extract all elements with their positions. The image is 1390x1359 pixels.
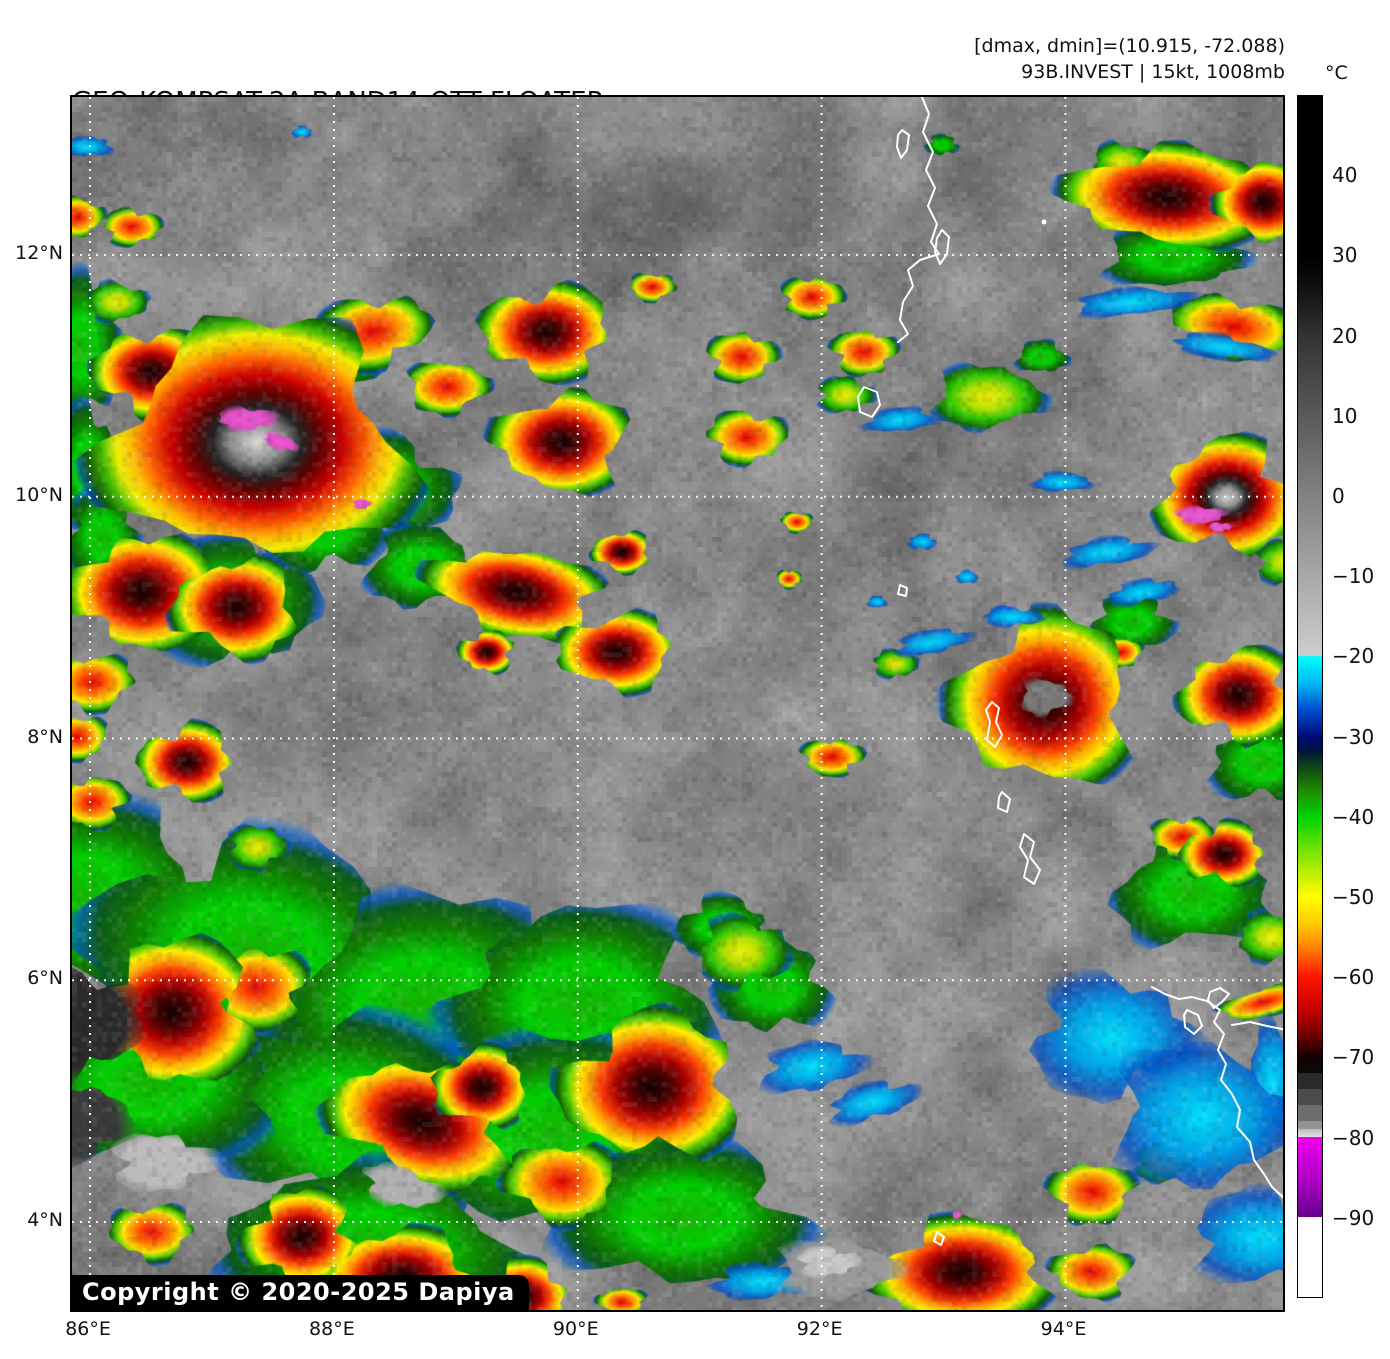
colorbar-gradient bbox=[1298, 96, 1322, 1297]
copyright-badge: Copyright © 2020-2025 Dapiya bbox=[72, 1275, 529, 1310]
colorbar-tick-label: 0 bbox=[1332, 484, 1345, 508]
lon-tick-label: 88°E bbox=[309, 1318, 355, 1340]
dmax-dmin-label: [dmax, dmin]=(10.915, -72.088) bbox=[974, 35, 1285, 57]
lat-tick-label: 12°N bbox=[15, 241, 63, 264]
colorbar-tick-label: −30 bbox=[1332, 724, 1375, 749]
colorbar-tick-label: 30 bbox=[1332, 243, 1358, 268]
colorbar-tick-label: −90 bbox=[1332, 1205, 1375, 1230]
colorbar-tick-label: 40 bbox=[1332, 163, 1358, 188]
colorbar-tick-label: −20 bbox=[1332, 644, 1375, 669]
lon-tick-label: 90°E bbox=[552, 1318, 599, 1340]
colorbar-tick-label: −60 bbox=[1332, 965, 1375, 990]
lat-tick-label: 10°N bbox=[15, 483, 63, 506]
figure-annotation-block: [dmax, dmin]=(10.915, -72.088) 93B.INVES… bbox=[974, 33, 1285, 85]
satellite-imagery bbox=[72, 97, 1283, 1310]
lat-tick-label: 6°N bbox=[27, 967, 63, 990]
map-frame: Copyright © 2020-2025 Dapiya bbox=[70, 95, 1285, 1312]
colorbar-tick-label: −10 bbox=[1332, 564, 1375, 589]
colorbar-tick-label: −40 bbox=[1332, 804, 1375, 829]
storm-info-label: 93B.INVEST | 15kt, 1008mb bbox=[1021, 61, 1285, 83]
colorbar-tick-label: −50 bbox=[1332, 885, 1375, 909]
colorbar-tick-label: 20 bbox=[1332, 323, 1358, 348]
colorbar-tick-label: −70 bbox=[1332, 1045, 1375, 1070]
lon-tick-label: 92°E bbox=[796, 1318, 843, 1340]
lat-tick-label: 8°N bbox=[27, 725, 63, 748]
lon-tick-label: 94°E bbox=[1040, 1318, 1087, 1340]
colorbar bbox=[1297, 95, 1323, 1298]
lat-tick-label: 4°N bbox=[27, 1209, 63, 1232]
colorbar-tick-label: −80 bbox=[1332, 1125, 1375, 1150]
colorbar-tick-label: 10 bbox=[1332, 403, 1358, 428]
colorbar-unit-label: °C bbox=[1325, 62, 1348, 84]
lon-tick-label: 86°E bbox=[65, 1318, 111, 1340]
